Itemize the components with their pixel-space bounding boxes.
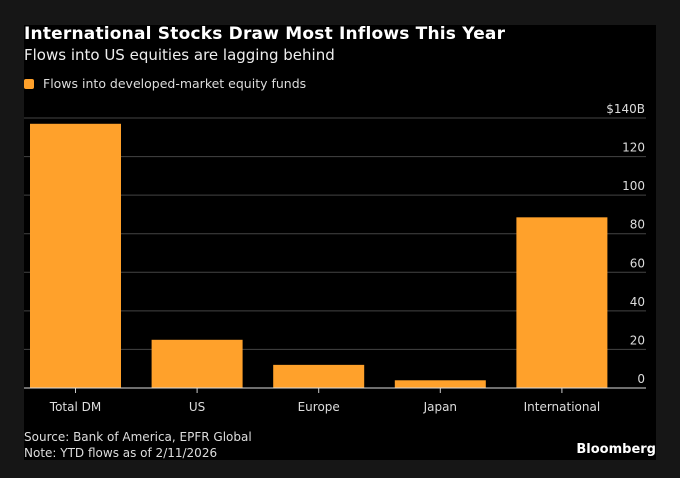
x-tick-label: Europe <box>298 400 340 414</box>
bar-europe <box>273 364 365 388</box>
legend-swatch <box>24 78 34 89</box>
y-tick-label: 40 <box>630 295 645 309</box>
bar-japan <box>394 380 486 388</box>
bar-international <box>516 217 608 388</box>
x-tick-label: International <box>524 400 601 414</box>
legend: Flows into developed-market equity funds <box>24 76 306 91</box>
bloomberg-logo: Bloomberg <box>576 442 656 457</box>
x-tick-label: US <box>189 400 205 414</box>
y-tick-label: $140B <box>606 102 645 116</box>
legend-label: Flows into developed-market equity funds <box>43 76 307 91</box>
source-note: Source: Bank of America, EPFR Global <box>24 430 252 444</box>
bar-total-dm <box>30 123 121 389</box>
y-tick-label: 120 <box>622 141 645 155</box>
y-tick-label: 0 <box>637 372 645 386</box>
chart-subtitle: Flows into US equities are lagging behin… <box>24 46 335 64</box>
y-tick-label: 80 <box>630 218 645 232</box>
y-tick-label: 20 <box>630 333 645 347</box>
y-tick-label: 100 <box>622 179 645 193</box>
x-tick-label: Total DM <box>49 400 101 414</box>
chart-title: International Stocks Draw Most Inflows T… <box>24 24 506 44</box>
footnote: Note: YTD flows as of 2/11/2026 <box>24 446 218 460</box>
x-tick-label: Japan <box>423 400 457 414</box>
y-tick-label: 60 <box>630 256 645 270</box>
bar-us <box>151 339 243 388</box>
